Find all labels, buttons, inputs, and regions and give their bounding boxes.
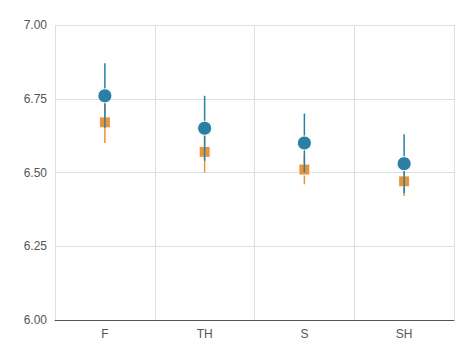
- svg-text:TH: TH: [197, 327, 213, 341]
- svg-text:F: F: [101, 327, 108, 341]
- svg-text:6.50: 6.50: [24, 166, 48, 180]
- svg-text:6.75: 6.75: [24, 92, 48, 106]
- svg-text:SH: SH: [396, 327, 413, 341]
- svg-text:6.25: 6.25: [24, 239, 48, 253]
- svg-text:S: S: [300, 327, 308, 341]
- svg-text:6.00: 6.00: [24, 313, 48, 327]
- svg-text:7.00: 7.00: [24, 18, 48, 32]
